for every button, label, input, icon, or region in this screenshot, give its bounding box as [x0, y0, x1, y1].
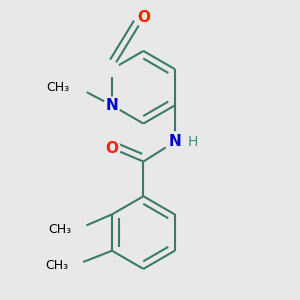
Circle shape: [105, 62, 119, 76]
Text: N: N: [106, 98, 118, 113]
Text: H: H: [188, 135, 198, 149]
Circle shape: [165, 132, 185, 152]
Circle shape: [104, 97, 120, 114]
Text: CH₃: CH₃: [48, 223, 71, 236]
Circle shape: [65, 256, 83, 275]
Text: N: N: [168, 134, 181, 149]
Circle shape: [68, 77, 87, 97]
Circle shape: [104, 140, 120, 157]
Circle shape: [135, 10, 152, 26]
Text: CH₃: CH₃: [46, 81, 69, 94]
Text: O: O: [137, 11, 150, 26]
Circle shape: [68, 220, 87, 239]
Text: CH₃: CH₃: [45, 259, 68, 272]
Text: O: O: [106, 141, 118, 156]
